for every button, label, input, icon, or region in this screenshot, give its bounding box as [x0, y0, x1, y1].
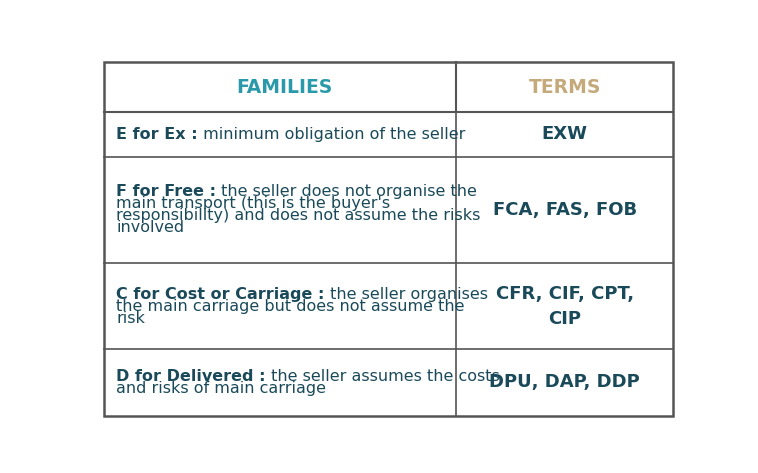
Text: D for Delivered :: D for Delivered : — [117, 369, 266, 384]
Text: risk: risk — [117, 311, 146, 325]
Text: DPU, DAP, DDP: DPU, DAP, DDP — [490, 373, 640, 391]
Text: TERMS: TERMS — [528, 78, 601, 97]
Text: C for Cost or Carriage :: C for Cost or Carriage : — [117, 287, 325, 302]
Text: E for Ex :: E for Ex : — [117, 127, 198, 142]
Text: minimum obligation of the seller: minimum obligation of the seller — [198, 127, 465, 142]
Text: CFR, CIF, CPT,
CIP: CFR, CIF, CPT, CIP — [496, 285, 634, 328]
Text: the main carriage but does not assume the: the main carriage but does not assume th… — [117, 298, 465, 314]
Text: and risks of main carriage: and risks of main carriage — [117, 381, 327, 396]
Text: F for Free :: F for Free : — [117, 184, 217, 199]
Text: involved: involved — [117, 220, 185, 235]
Text: the seller assumes the costs: the seller assumes the costs — [266, 369, 500, 384]
Text: EXW: EXW — [542, 125, 587, 143]
Text: the seller does not organise the: the seller does not organise the — [217, 184, 478, 199]
Text: FCA, FAS, FOB: FCA, FAS, FOB — [493, 201, 637, 219]
Text: main transport (this is the buyer's: main transport (this is the buyer's — [117, 196, 390, 211]
Text: responsibility) and does not assume the risks: responsibility) and does not assume the … — [117, 208, 481, 223]
Text: the seller organises: the seller organises — [325, 287, 488, 302]
Text: FAMILIES: FAMILIES — [236, 78, 332, 97]
